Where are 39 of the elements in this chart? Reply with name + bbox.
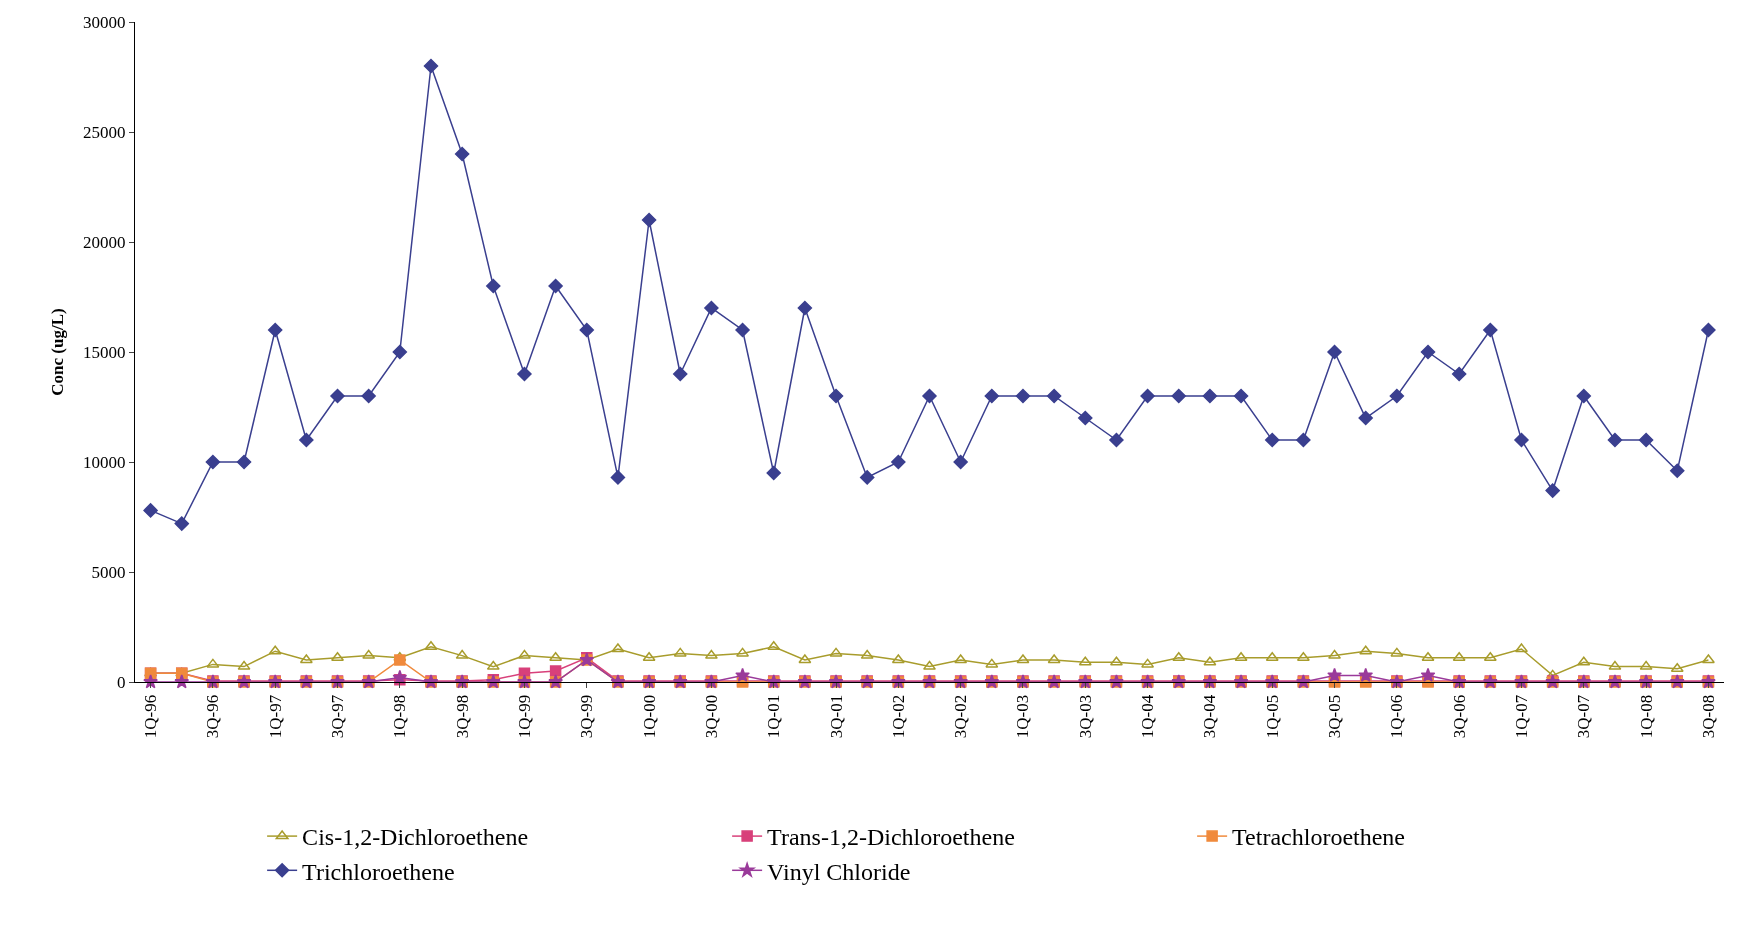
x-tick-label: 3Q-01 xyxy=(826,694,846,739)
y-tick-label: 25000 xyxy=(83,122,126,142)
x-tick-label: 1Q-02 xyxy=(888,694,908,739)
x-tick-label: 3Q-02 xyxy=(951,694,971,739)
x-tick-label: 3Q-99 xyxy=(577,694,597,739)
x-tick-label: 3Q-96 xyxy=(203,694,223,739)
y-tick-label: 10000 xyxy=(83,452,126,472)
y-axis-title: Conc (ug/L) xyxy=(47,308,67,396)
x-tick-label: 3Q-04 xyxy=(1200,694,1220,739)
x-tick-label: 1Q-07 xyxy=(1512,694,1532,739)
x-tick-label: 1Q-01 xyxy=(764,694,784,739)
x-tick-label: 1Q-96 xyxy=(141,694,161,739)
x-tick-label: 3Q-08 xyxy=(1698,694,1718,739)
x-tick-label: 3Q-97 xyxy=(328,694,348,739)
x-tick-label: 3Q-98 xyxy=(452,694,472,739)
x-tick-label: 1Q-99 xyxy=(514,694,534,739)
y-tick-label: 5000 xyxy=(91,562,126,582)
y-tick-label: 30000 xyxy=(83,12,126,32)
y-tick-label: 20000 xyxy=(83,232,126,252)
x-tick-label: 1Q-97 xyxy=(265,694,285,739)
legend-label: Trans-1,2-Dichloroethene xyxy=(767,824,1015,851)
x-tick-label: 3Q-07 xyxy=(1574,694,1594,739)
y-tick-label: 15000 xyxy=(83,342,126,362)
x-tick-label: 3Q-03 xyxy=(1075,694,1095,739)
legend-label: Vinyl Chloride xyxy=(767,858,911,885)
x-tick-label: 1Q-00 xyxy=(639,694,659,739)
y-tick-label: 0 xyxy=(117,672,126,692)
legend-label: Trichloroethene xyxy=(302,858,455,885)
x-tick-label: 3Q-05 xyxy=(1325,694,1345,739)
x-tick-label: 1Q-06 xyxy=(1387,694,1407,739)
x-tick-label: 1Q-05 xyxy=(1262,694,1282,739)
legend-label: Cis-1,2-Dichloroethene xyxy=(302,824,529,851)
x-tick-label: 1Q-04 xyxy=(1138,694,1158,739)
x-tick-label: 3Q-00 xyxy=(701,694,721,739)
x-tick-label: 1Q-08 xyxy=(1636,694,1656,739)
x-tick-label: 1Q-98 xyxy=(390,694,410,739)
x-tick-label: 1Q-03 xyxy=(1013,694,1033,739)
x-tick-label: 3Q-06 xyxy=(1449,694,1469,739)
legend-label: Tetrachloroethene xyxy=(1232,824,1406,851)
